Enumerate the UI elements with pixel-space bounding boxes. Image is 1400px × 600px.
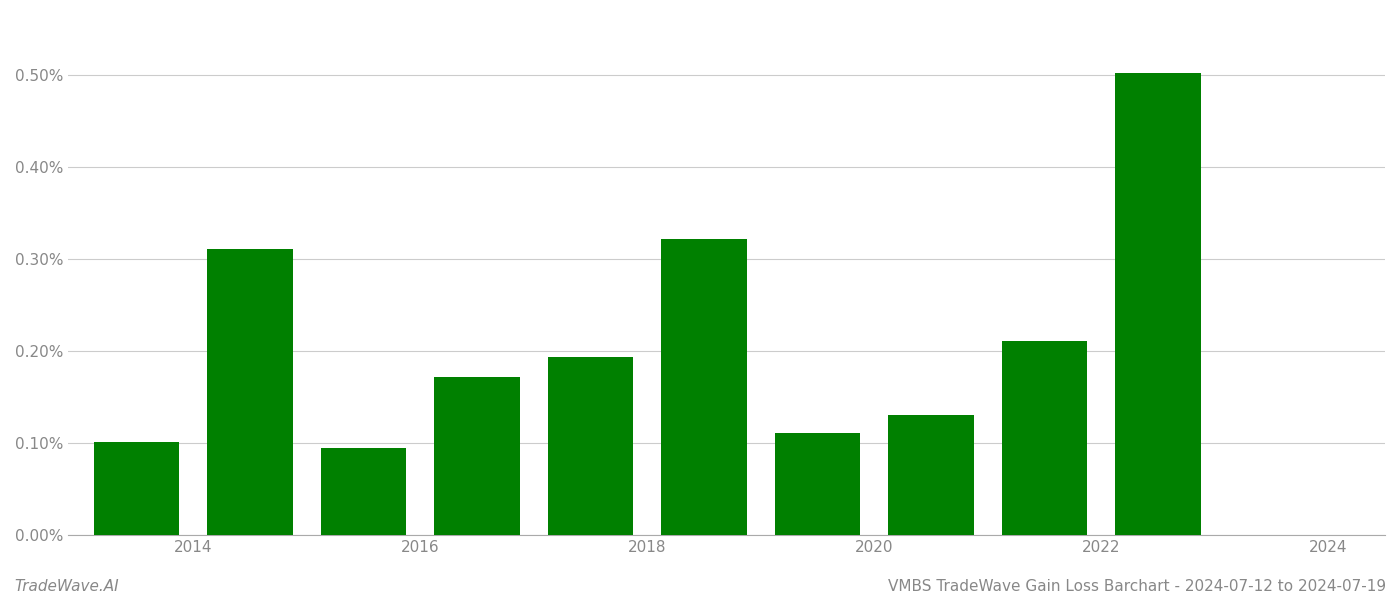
Text: VMBS TradeWave Gain Loss Barchart - 2024-07-12 to 2024-07-19: VMBS TradeWave Gain Loss Barchart - 2024… xyxy=(888,579,1386,594)
Text: TradeWave.AI: TradeWave.AI xyxy=(14,579,119,594)
Bar xyxy=(94,442,179,535)
Bar xyxy=(547,358,633,535)
Bar xyxy=(434,377,519,535)
Bar xyxy=(776,433,860,535)
Bar xyxy=(889,415,973,535)
Bar xyxy=(321,448,406,535)
Bar xyxy=(1116,73,1201,535)
Bar xyxy=(1002,341,1086,535)
Bar xyxy=(207,249,293,535)
Bar xyxy=(661,239,746,535)
